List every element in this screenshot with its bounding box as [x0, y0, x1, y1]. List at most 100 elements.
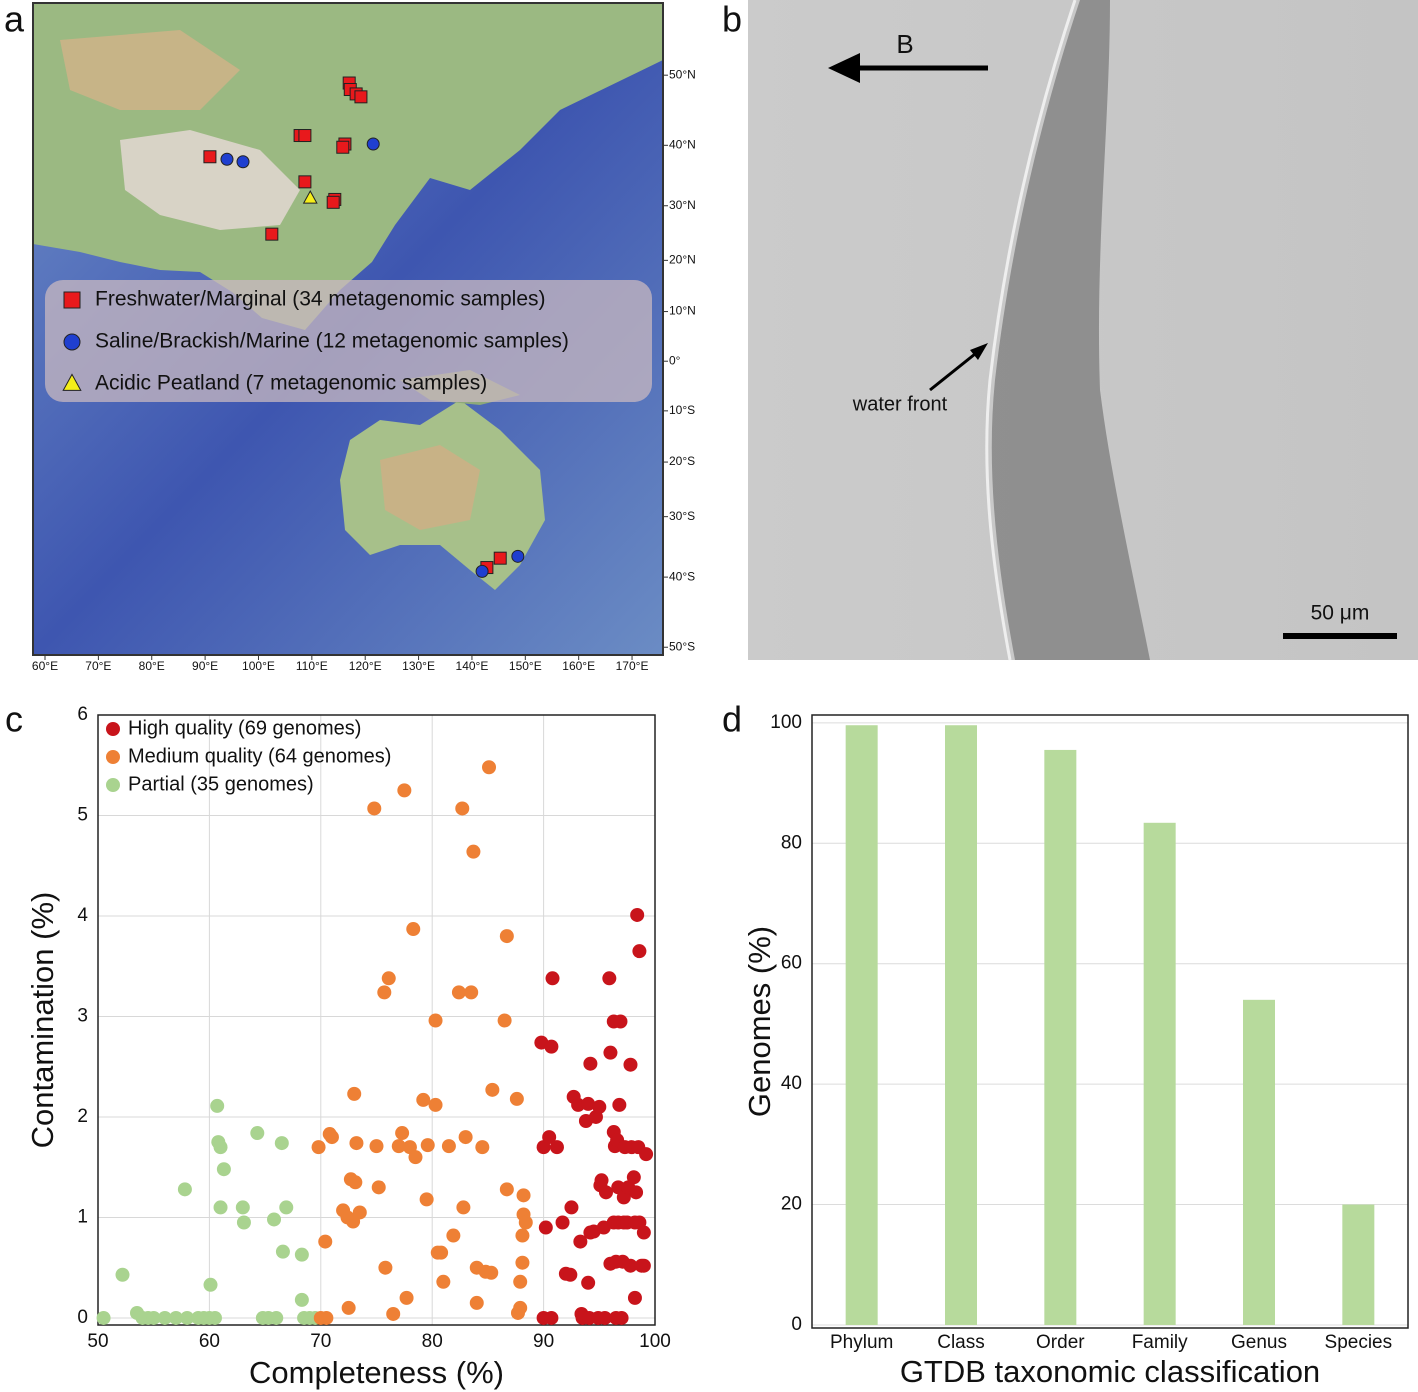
y-tick-label: 40: [781, 1073, 802, 1094]
x-tick-label: 90: [533, 1331, 554, 1352]
point: [216, 1162, 231, 1177]
point: [419, 1192, 434, 1207]
point: [451, 985, 466, 1000]
y-tick-label: 50°S: [669, 639, 695, 653]
y-tick-label: 0°: [669, 353, 681, 367]
site-marker: [203, 150, 217, 164]
point: [484, 1265, 499, 1280]
site-marker: [336, 140, 350, 154]
y-tick-label: 30°S: [669, 509, 695, 523]
point: [381, 971, 396, 986]
y-tick-label: 0: [791, 1314, 802, 1335]
point: [377, 985, 392, 1000]
legend-marker: [106, 722, 120, 736]
point: [515, 1228, 530, 1243]
point: [203, 1277, 218, 1292]
site-marker: [354, 90, 368, 104]
y-tick-label: 2: [77, 1106, 88, 1127]
scale-label: 50 μm: [1311, 602, 1370, 625]
point: [564, 1200, 579, 1215]
site-marker: [265, 227, 279, 241]
point: [475, 1140, 490, 1155]
y-tick-label: 20°S: [669, 454, 695, 468]
point: [573, 1234, 588, 1249]
bar: [1044, 749, 1077, 1325]
point: [391, 1139, 406, 1154]
bar: [1342, 1204, 1375, 1325]
panel-label: a: [4, 0, 25, 40]
point: [213, 1200, 228, 1215]
point: [485, 1082, 500, 1097]
point: [294, 1247, 309, 1262]
site-marker: [220, 152, 234, 166]
point: [213, 1140, 228, 1155]
x-tick-label: 80: [422, 1331, 443, 1352]
point: [399, 1290, 414, 1305]
point: [598, 1185, 613, 1200]
point: [146, 1310, 161, 1325]
point: [513, 1300, 528, 1315]
x-tick-label: Genus: [1231, 1332, 1287, 1353]
y-tick-label: 4: [77, 905, 88, 926]
y-tick-label: 6: [77, 704, 88, 725]
point: [378, 1260, 393, 1275]
y-axis-label: Contamination (%): [25, 892, 60, 1149]
point: [207, 1310, 222, 1325]
annotation: water front: [852, 393, 948, 415]
bar: [1243, 999, 1275, 1325]
point: [311, 1140, 326, 1155]
point: [515, 1255, 530, 1270]
point: [583, 1056, 598, 1071]
x-tick-label: 100: [639, 1331, 671, 1352]
panel-label: d: [722, 699, 742, 740]
point: [168, 1310, 183, 1325]
point: [542, 1130, 557, 1145]
point: [632, 944, 647, 959]
panel-label: c: [5, 699, 23, 740]
point: [581, 1096, 596, 1111]
bar: [845, 725, 878, 1325]
point: [319, 1310, 334, 1325]
plot-frame: [811, 714, 1409, 1329]
y-tick-label: 5: [77, 805, 88, 826]
y-axis-label: Genomes (%): [742, 926, 777, 1117]
point: [482, 760, 497, 775]
point: [602, 971, 617, 986]
x-tick-label: 60: [199, 1331, 220, 1352]
point: [428, 1097, 443, 1112]
x-tick-label: 160°E: [562, 659, 595, 673]
legend-label: Medium quality (64 genomes): [128, 745, 391, 767]
point: [395, 1126, 410, 1141]
point: [406, 922, 421, 937]
site-marker: [236, 155, 250, 169]
site-marker: [298, 175, 312, 189]
point: [497, 1013, 512, 1028]
x-tick-label: 170°E: [616, 659, 649, 673]
point: [456, 1200, 471, 1215]
point: [555, 1215, 570, 1230]
legend-label: High quality (69 genomes): [128, 717, 361, 739]
point: [639, 1147, 654, 1162]
legend-label: Saline/Brackish/Marine (12 metagenomic s…: [95, 330, 569, 353]
y-tick-label: 40°N: [669, 137, 696, 151]
point: [210, 1098, 225, 1113]
site-marker: [302, 190, 318, 204]
point: [352, 1205, 367, 1220]
point: [434, 1245, 449, 1260]
point: [544, 1039, 559, 1054]
site-marker: [326, 195, 340, 209]
site-marker: [366, 137, 380, 151]
point: [115, 1267, 130, 1282]
x-tick-label: Class: [937, 1332, 985, 1353]
point: [408, 1150, 423, 1165]
bar: [1143, 822, 1176, 1325]
x-tick-label: Family: [1132, 1332, 1188, 1353]
legend-label: Partial (35 genomes): [128, 773, 314, 795]
point: [279, 1200, 294, 1215]
point: [581, 1275, 596, 1290]
point: [544, 1310, 559, 1325]
point: [636, 1225, 651, 1240]
point: [349, 1136, 364, 1151]
x-tick-label: 140°E: [456, 659, 489, 673]
y-tick-label: 3: [77, 1005, 88, 1026]
